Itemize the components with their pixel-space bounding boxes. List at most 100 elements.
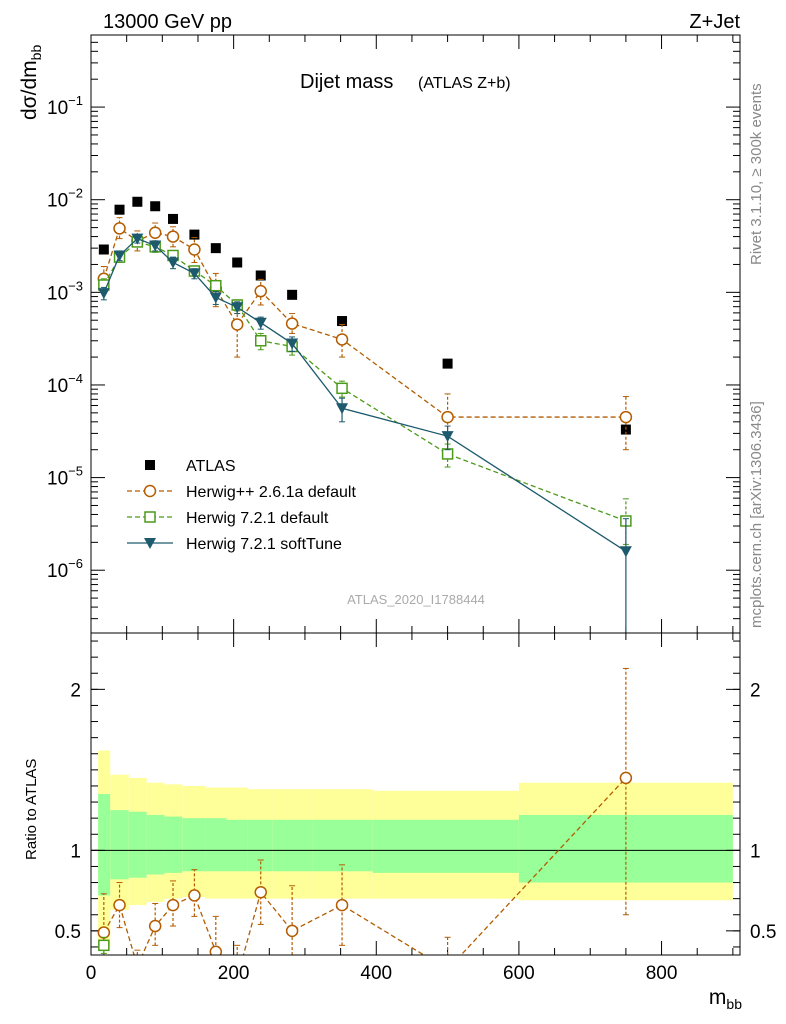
header-left: 13000 GeV pp bbox=[103, 11, 232, 33]
legend-label: Herwig++ 2.6.1a default bbox=[186, 484, 356, 501]
series-line bbox=[103, 227, 626, 418]
data-point bbox=[97, 926, 111, 939]
ratio-y-tick-label: 0.5 bbox=[55, 922, 81, 943]
stat-uncertainty-band bbox=[164, 816, 183, 873]
x-tick-label: 400 bbox=[360, 963, 392, 984]
ratio-axis-label: Ratio to ATLAS bbox=[23, 759, 40, 860]
stat-uncertainty-band bbox=[98, 794, 111, 896]
series-1 bbox=[98, 936, 110, 954]
data-point bbox=[114, 204, 125, 215]
data-point bbox=[254, 335, 267, 347]
data-point bbox=[150, 201, 161, 212]
plot-subtitle: (ATLAS Z+b) bbox=[418, 75, 511, 92]
data-point bbox=[132, 196, 143, 207]
ratio-y-tick-label-right: 1 bbox=[750, 841, 761, 862]
series-0 bbox=[98, 196, 631, 435]
rivet-label: Rivet 3.1.10, ≥ 300k events bbox=[748, 83, 765, 265]
data-point bbox=[210, 243, 221, 254]
data-point bbox=[336, 382, 348, 395]
series-2 bbox=[98, 236, 632, 545]
lower-axis-ticks: 0.5 0.5 1 1 2 2 0 200 400 600 800 bbox=[55, 633, 776, 984]
x-tick-label: 200 bbox=[218, 963, 250, 984]
data-point bbox=[188, 268, 201, 280]
data-point bbox=[337, 316, 348, 327]
stat-uncertainty-band bbox=[128, 811, 147, 878]
stat-uncertainty-band bbox=[110, 810, 129, 880]
data-point bbox=[98, 939, 110, 952]
upper-axis-ticks: 10−6 10−5 10−4 10−3 10−2 10−1 bbox=[47, 35, 740, 633]
y-tick-label: 10−6 bbox=[47, 556, 83, 582]
legend-label: Herwig 7.2.1 softTune bbox=[186, 536, 342, 553]
data-point bbox=[442, 358, 453, 369]
upper-series-layer bbox=[97, 196, 633, 634]
x-tick-label: 800 bbox=[646, 963, 678, 984]
data-point bbox=[619, 410, 633, 424]
data-point bbox=[166, 230, 180, 243]
data-point bbox=[113, 898, 126, 912]
data-point bbox=[167, 257, 180, 269]
data-point bbox=[285, 924, 299, 938]
data-point bbox=[97, 288, 110, 300]
data-point bbox=[98, 244, 109, 255]
x-tick-label: 600 bbox=[503, 963, 535, 984]
ratio-y-tick-label: 1 bbox=[70, 841, 81, 862]
data-point bbox=[189, 229, 200, 240]
data-point bbox=[619, 771, 633, 785]
ratio-series-clipped bbox=[97, 667, 633, 955]
data-point bbox=[232, 257, 243, 268]
data-point bbox=[441, 410, 454, 424]
data-point bbox=[254, 317, 267, 329]
mcplots-label: mcplots.cern.ch [arXiv:1306.3436] bbox=[748, 401, 765, 628]
data-point bbox=[210, 279, 222, 292]
data-point bbox=[230, 318, 244, 331]
x-axis-label-main: m bbox=[709, 986, 727, 1009]
data-point bbox=[254, 284, 267, 298]
x-axis-label: mbb bbox=[709, 986, 742, 1012]
data-point bbox=[255, 270, 266, 281]
data-point bbox=[148, 919, 162, 933]
data-point bbox=[166, 898, 180, 912]
data-point bbox=[188, 243, 201, 256]
data-point bbox=[619, 546, 632, 558]
ratio-bands bbox=[91, 750, 740, 947]
y-axis-label-main: dσ/dm bbox=[18, 60, 41, 120]
legend-label: ATLAS bbox=[186, 458, 236, 475]
stat-uncertainty-band bbox=[226, 819, 248, 872]
data-point bbox=[113, 250, 126, 262]
data-point bbox=[168, 213, 179, 224]
x-axis-label-sub: bb bbox=[726, 996, 742, 1012]
data-point bbox=[231, 302, 244, 314]
data-point bbox=[336, 403, 349, 415]
data-point bbox=[287, 289, 298, 300]
ratio-y-tick-label-right: 2 bbox=[750, 680, 761, 701]
ratio-y-tick-label-right: 0.5 bbox=[750, 922, 776, 943]
legend-marker bbox=[144, 511, 156, 523]
data-point bbox=[285, 317, 299, 330]
stat-uncertainty-band bbox=[146, 814, 165, 875]
data-point bbox=[441, 448, 454, 460]
legend-label: Herwig 7.2.1 default bbox=[186, 510, 329, 527]
y-axis-label-sub: bb bbox=[28, 45, 44, 61]
x-tick-label: 0 bbox=[86, 963, 97, 984]
data-point bbox=[286, 338, 299, 350]
stat-uncertainty-band bbox=[272, 819, 313, 872]
svg-text:dσ/dmbb: dσ/dmbb bbox=[18, 45, 44, 120]
legend: ATLAS Herwig++ 2.6.1a default Herwig 7.2.1… bbox=[127, 458, 356, 553]
legend-marker bbox=[143, 484, 157, 498]
ratio-y-tick-label: 2 bbox=[70, 680, 81, 701]
header-right: Z+Jet bbox=[689, 11, 740, 33]
stat-uncertainty-band bbox=[205, 818, 227, 872]
series-0 bbox=[97, 667, 633, 955]
data-point bbox=[149, 240, 162, 252]
y-tick-label: 10−4 bbox=[47, 371, 83, 397]
analysis-watermark: ATLAS_2020_I1788444 bbox=[347, 592, 485, 607]
stat-uncertainty-band bbox=[312, 819, 373, 872]
legend-marker bbox=[144, 538, 156, 549]
lower-frame bbox=[90, 632, 741, 956]
y-tick-label: 10−5 bbox=[47, 464, 83, 490]
stat-uncertainty-band bbox=[372, 819, 519, 873]
y-tick-label: 10−2 bbox=[47, 186, 83, 212]
series-3 bbox=[97, 233, 632, 634]
main-plot: 10−6 10−5 10−4 10−3 10−2 10−1 Dijet mass (ATL… bbox=[18, 34, 741, 634]
